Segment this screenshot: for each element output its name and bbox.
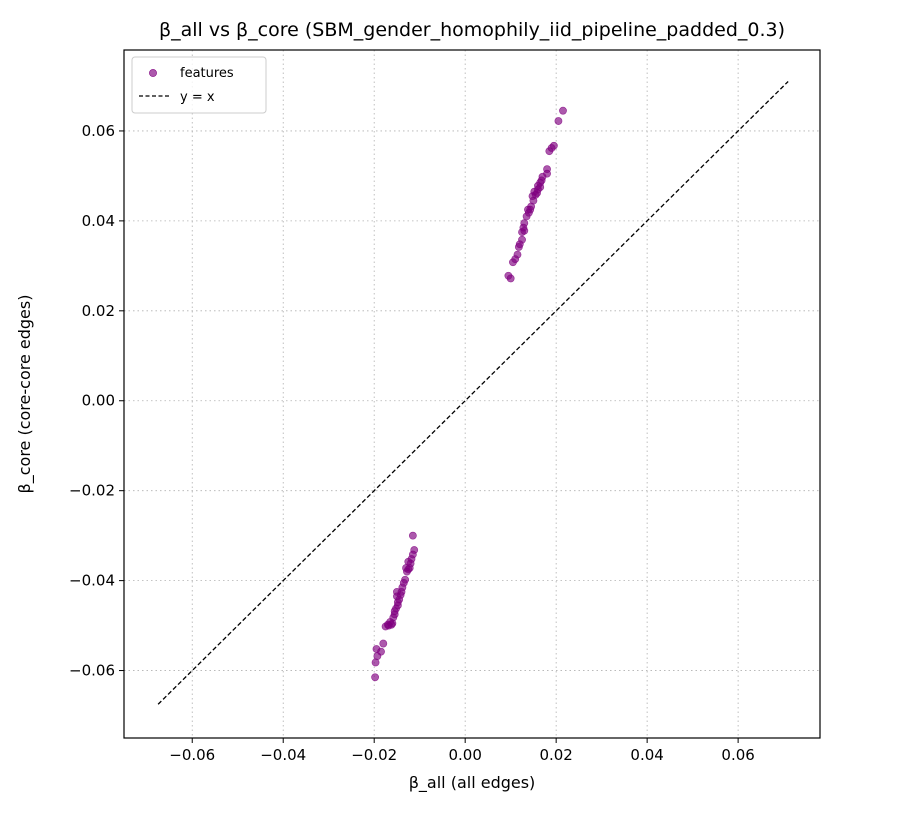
scatter-point — [545, 147, 554, 156]
scatter-point — [408, 531, 417, 540]
scatter-points — [371, 106, 567, 682]
x-tick-label: 0.06 — [721, 746, 754, 764]
scatter-point — [509, 258, 517, 267]
grid-lines — [124, 50, 820, 738]
y-axis-title: β_core (core-core edges) — [15, 295, 35, 494]
legend-yx-label: y = x — [180, 90, 215, 105]
y-axis-ticks: −0.06 −0.04 −0.02 0.00 0.02 0.04 0.06 — [69, 122, 124, 680]
scatter-point — [393, 592, 401, 601]
legend-features-marker — [149, 69, 157, 77]
y-equals-x-line — [157, 81, 789, 705]
legend-box — [131, 56, 267, 114]
x-tick-label: 0.04 — [630, 746, 663, 764]
x-tick-label: −0.06 — [169, 746, 215, 764]
x-axis-ticks: −0.06 −0.04 −0.02 0.00 0.02 0.04 0.06 — [169, 738, 755, 764]
scatter-point — [404, 565, 413, 574]
scatter-point — [506, 274, 515, 283]
scatter-point — [371, 673, 380, 682]
plot-frame — [123, 49, 821, 739]
y-tick-label: −0.02 — [69, 482, 115, 500]
legend: features y = x — [131, 56, 267, 114]
x-axis-title: β_all (all edges) — [409, 773, 536, 793]
scatter-point — [381, 622, 390, 631]
chart-title: β_all vs β_core (SBM_gender_homophily_ii… — [159, 19, 785, 41]
scatter-point — [559, 106, 567, 115]
scatter-point — [528, 192, 537, 201]
scatter-point — [518, 228, 526, 237]
scatter-point — [524, 205, 532, 214]
reference-line-layer — [157, 81, 789, 705]
y-tick-label: 0.02 — [82, 302, 115, 320]
y-tick-label: −0.06 — [69, 662, 115, 680]
scatter-point — [522, 212, 531, 221]
x-tick-label: −0.04 — [260, 746, 306, 764]
legend-features-label: features — [180, 66, 234, 81]
scatter-point — [379, 639, 388, 648]
x-tick-label: −0.02 — [351, 746, 397, 764]
scatter-point — [371, 658, 380, 667]
x-tick-label: 0.02 — [539, 746, 572, 764]
y-tick-label: 0.00 — [82, 392, 115, 410]
scatter-point — [514, 243, 523, 251]
y-tick-label: 0.04 — [82, 212, 115, 230]
y-tick-label: 0.06 — [82, 122, 115, 140]
scatter-point — [554, 117, 563, 125]
x-tick-label: 0.00 — [448, 746, 481, 764]
y-tick-label: −0.04 — [69, 572, 115, 590]
scatter-point — [372, 645, 381, 653]
